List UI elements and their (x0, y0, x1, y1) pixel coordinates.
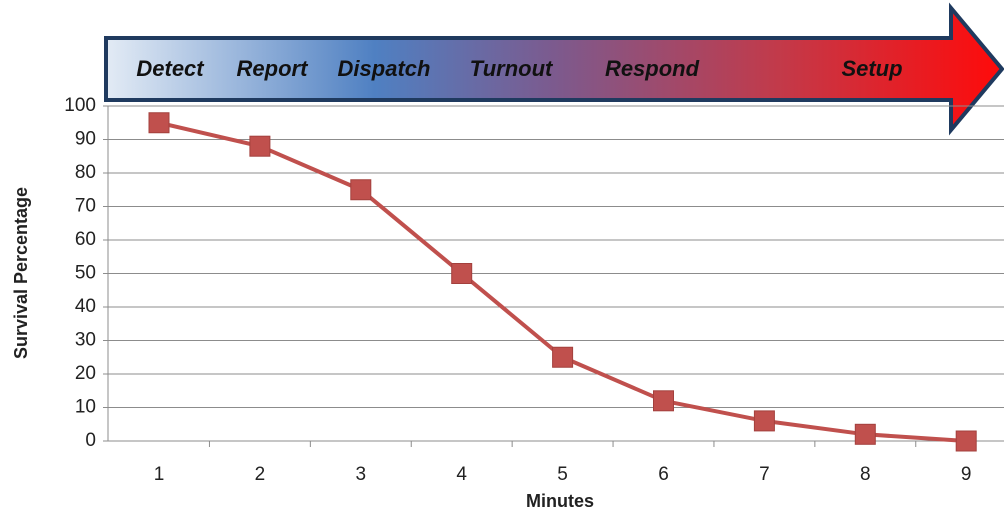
y-tick-label: 20 (75, 363, 96, 384)
phase-label: Setup (841, 56, 902, 81)
x-tick-label: 3 (356, 464, 367, 485)
y-tick-label: 0 (85, 430, 96, 451)
y-tick-label: 40 (75, 296, 96, 317)
x-tick-label: 2 (255, 464, 266, 485)
point-marker (753, 410, 775, 432)
y-tick-label: 90 (75, 129, 96, 150)
y-tick-label: 80 (75, 162, 96, 183)
y-tick-label: 50 (75, 263, 96, 284)
point-marker (350, 179, 372, 201)
point-marker (653, 390, 674, 412)
x-tick-label: 7 (759, 464, 770, 485)
point-marker (955, 430, 977, 452)
y-tick-label: 60 (75, 229, 96, 250)
phase-label: Dispatch (338, 56, 431, 81)
phase-label: Respond (605, 56, 700, 81)
point-marker (552, 346, 574, 368)
x-tick-label: 6 (658, 464, 669, 485)
y-tick-label: 100 (64, 95, 96, 116)
phase-label: Report (237, 56, 310, 81)
point-marker (148, 112, 170, 134)
x-tick-label: 8 (860, 464, 871, 485)
y-tick-label: 10 (75, 397, 96, 418)
phase-label: Detect (136, 56, 205, 81)
y-tick-label: 70 (75, 196, 96, 217)
x-tick-label: 5 (557, 464, 568, 485)
y-axis-title: Survival Percentage (11, 187, 31, 359)
x-tick-label: 1 (154, 464, 165, 485)
point-marker (854, 423, 876, 445)
series-line (158, 120, 967, 443)
phase-label: Turnout (470, 56, 554, 81)
x-tick-label: 4 (456, 464, 467, 485)
process-arrow (104, 2, 1004, 136)
point-marker (249, 135, 271, 157)
x-axis-title: Minutes (526, 491, 594, 511)
x-tick-label: 9 (961, 464, 972, 485)
point-marker (451, 263, 473, 284)
y-tick-label: 30 (75, 330, 96, 351)
